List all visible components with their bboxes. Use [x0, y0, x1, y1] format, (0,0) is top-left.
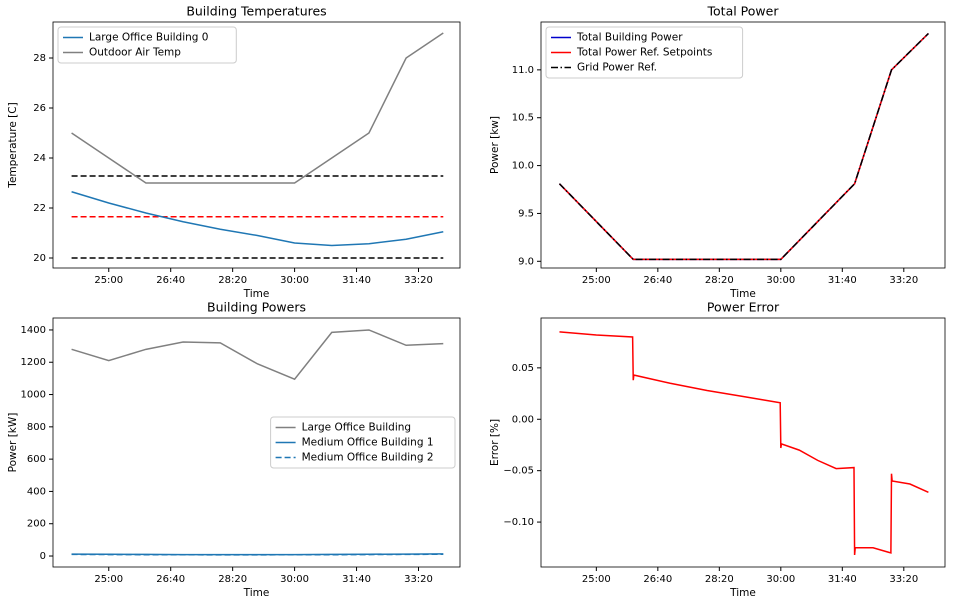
data-line	[71, 329, 444, 381]
x-tick-label: 33:20	[404, 574, 433, 585]
x-tick-label: 28:20	[218, 275, 247, 286]
legend-box	[270, 416, 456, 469]
chart-title: Building Temperatures	[186, 4, 326, 19]
y-tick-label: −0.10	[503, 517, 534, 528]
x-tick-label: 31:40	[828, 574, 857, 585]
y-tick-label: 400	[27, 486, 46, 497]
chart-title: Building Powers	[207, 300, 306, 315]
plot-frame	[52, 317, 461, 568]
x-axis-label: Time	[729, 288, 756, 300]
y-tick-label: 26	[33, 103, 46, 114]
x-tick-label: 31:40	[342, 275, 371, 286]
x-tick-label: 26:40	[156, 275, 185, 286]
x-tick-label: 33:20	[889, 574, 918, 585]
x-tick-label: 28:20	[218, 574, 247, 585]
y-tick-label: 1400	[21, 325, 46, 336]
y-tick-label: 1000	[21, 390, 46, 401]
x-tick-label: 26:40	[156, 574, 185, 585]
legend-label: Large Office Building	[302, 422, 411, 434]
legend-box	[545, 26, 744, 79]
y-tick-label: 28	[33, 53, 46, 64]
legend-label: Outdoor Air Temp	[89, 47, 181, 59]
y-axis-label: Power [kw]	[489, 116, 501, 174]
y-tick-label: 11.0	[512, 65, 534, 76]
x-tick-label: 30:00	[766, 275, 795, 286]
y-tick-label: 0.05	[512, 363, 534, 374]
panel: Total Power Time Power [kw] 25:00 26:40 28:20…	[489, 4, 946, 300]
y-tick-label: 0.00	[512, 414, 534, 425]
y-tick-label: 10.5	[512, 113, 534, 124]
data-line	[558, 32, 929, 261]
y-tick-label: 600	[27, 454, 46, 465]
data-line	[71, 553, 444, 556]
y-tick-label: 9.5	[518, 208, 534, 219]
y-tick-label: 22	[33, 203, 46, 214]
x-axis-label: Time	[243, 288, 270, 300]
y-tick-label: 200	[27, 519, 46, 530]
y-tick-label: −0.05	[503, 466, 534, 477]
y-tick-label: 0	[40, 551, 46, 562]
y-tick-label: 800	[27, 422, 46, 433]
legend-label: Grid Power Ref.	[577, 62, 657, 74]
x-tick-label: 25:00	[582, 275, 611, 286]
y-tick-label: 24	[33, 153, 46, 164]
x-tick-label: 30:00	[280, 574, 309, 585]
legend-label: Total Building Power	[576, 32, 683, 44]
panel: Building Powers Time Power [kW] 25:00 26:40 2…	[7, 300, 461, 599]
y-tick-label: 1200	[21, 357, 46, 368]
chart-title: Total Power	[707, 4, 780, 19]
x-tick-label: 28:20	[705, 574, 734, 585]
legend-label: Medium Office Building 2	[302, 452, 434, 464]
data-line	[559, 331, 929, 556]
x-tick-label: 31:40	[342, 574, 371, 585]
x-axis-label: Time	[243, 587, 270, 599]
x-tick-label: 30:00	[280, 275, 309, 286]
x-axis-label: Time	[729, 587, 756, 599]
legend-label: Medium Office Building 1	[302, 437, 434, 449]
x-tick-label: 25:00	[582, 574, 611, 585]
x-tick-label: 28:20	[705, 275, 734, 286]
x-tick-label: 31:40	[828, 275, 857, 286]
x-tick-label: 25:00	[94, 275, 123, 286]
legend-label: Total Power Ref. Setpoints	[576, 47, 712, 59]
x-tick-label: 26:40	[643, 574, 672, 585]
y-axis-label: Power [kW]	[7, 413, 19, 473]
legend: Large Office Building Medium Office Build…	[270, 416, 456, 469]
x-tick-label: 33:20	[889, 275, 918, 286]
data-line	[71, 32, 444, 184]
plot-frame	[52, 21, 461, 269]
y-tick-label: 20	[33, 253, 46, 264]
legend-label: Large Office Building 0	[89, 32, 208, 44]
legend: Large Office Building 0 Outdoor Air Temp	[57, 26, 237, 64]
x-tick-label: 26:40	[643, 275, 672, 286]
panel: Building Temperatures Time Temperature [C]…	[7, 4, 461, 300]
y-tick-label: 9.0	[518, 256, 534, 267]
plot-frame	[540, 317, 946, 568]
legend-box	[57, 26, 237, 64]
panel: Power Error Time Error [%] 25:00 26:40 28:20 3…	[489, 300, 946, 599]
chart-title: Power Error	[707, 300, 780, 315]
data-line	[71, 191, 444, 247]
y-axis-label: Error [%]	[489, 419, 501, 466]
y-axis-label: Temperature [C]	[7, 102, 19, 188]
x-tick-label: 33:20	[404, 275, 433, 286]
x-tick-label: 30:00	[766, 574, 795, 585]
plot-frame	[540, 21, 946, 269]
legend: Total Building Power Total Power Ref. Set…	[545, 26, 744, 79]
y-tick-label: 10.0	[512, 161, 534, 172]
x-tick-label: 25:00	[94, 574, 123, 585]
